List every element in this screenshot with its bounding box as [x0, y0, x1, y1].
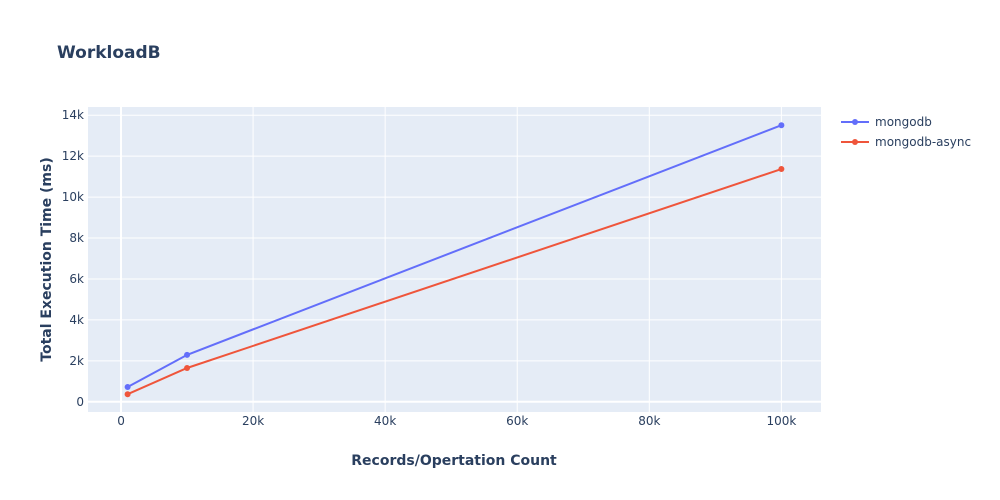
chart-title: WorkloadB: [57, 43, 161, 63]
y-tick-label: 6k: [69, 272, 84, 286]
y-tick-label: 2k: [69, 354, 84, 368]
y-tick-label: 12k: [62, 149, 84, 163]
data-point-mongodb-async[interactable]: [778, 166, 785, 173]
x-axis-title: Records/Opertation Count: [351, 453, 557, 469]
legend-item-mongodb[interactable]: mongodb: [841, 115, 932, 129]
y-axis-title: Total Execution Time (ms): [39, 157, 55, 361]
legend-marker-mongodb-async: [852, 139, 858, 145]
data-point-mongodb[interactable]: [184, 351, 191, 358]
legend-label-mongodb: mongodb: [875, 115, 932, 129]
y-tick-label: 0: [76, 395, 84, 409]
x-tick-label: 20k: [242, 414, 264, 428]
data-point-mongodb-async[interactable]: [124, 391, 131, 398]
y-tick-label: 8k: [69, 231, 84, 245]
y-tick-label: 4k: [69, 313, 84, 327]
data-point-mongodb[interactable]: [778, 122, 785, 129]
series-layer: [124, 122, 785, 398]
x-tick-label: 40k: [374, 414, 396, 428]
legend: mongodb mongodb-async: [841, 115, 971, 149]
legend-label-mongodb-async: mongodb-async: [875, 135, 971, 149]
x-tick-label: 80k: [638, 414, 660, 428]
legend-item-mongodb-async[interactable]: mongodb-async: [841, 135, 971, 149]
legend-marker-mongodb: [852, 119, 858, 125]
y-axis-ticks: 0 2k 4k 6k 8k 10k 12k 14k: [62, 108, 84, 409]
x-tick-label: 0: [117, 414, 125, 428]
data-point-mongodb-async[interactable]: [184, 364, 191, 371]
x-tick-label: 60k: [506, 414, 528, 428]
y-tick-label: 14k: [62, 108, 84, 122]
data-point-mongodb[interactable]: [124, 384, 131, 391]
x-tick-label: 100k: [766, 414, 796, 428]
x-axis-ticks: 0 20k 40k 60k 80k 100k: [117, 414, 796, 428]
y-tick-label: 10k: [62, 190, 84, 204]
